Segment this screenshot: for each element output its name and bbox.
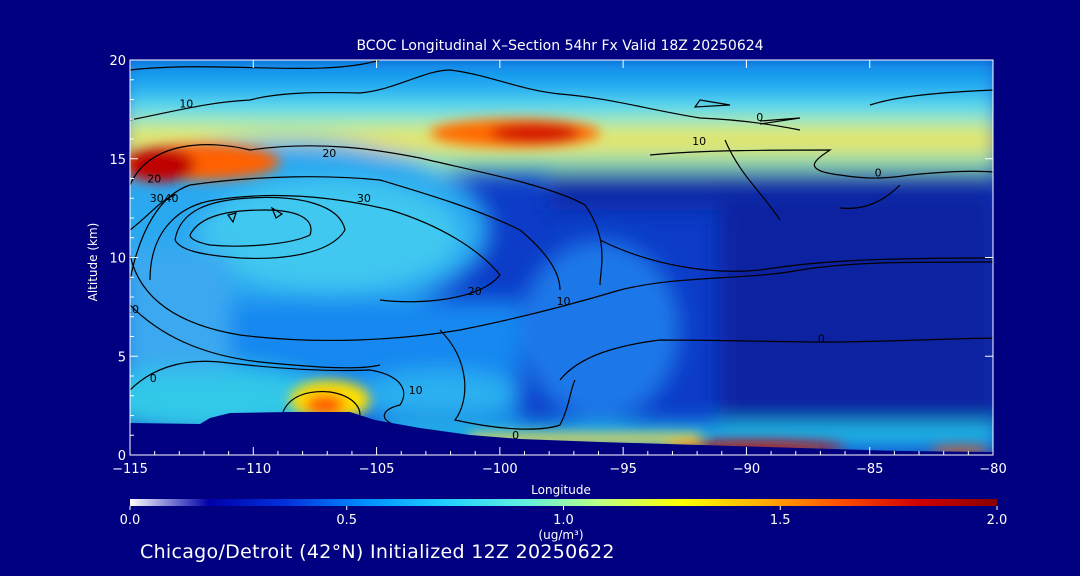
x-tick-label: −80 [979, 462, 1006, 477]
contour-label: 10 [125, 303, 139, 316]
terrain [130, 412, 993, 455]
y-axis-label: Altitude (km) [86, 223, 100, 302]
x-tick-label: −105 [359, 462, 395, 477]
contour-label: 30 [357, 192, 371, 205]
contour-label: 0 [756, 111, 763, 124]
contour-label: 30 [150, 192, 164, 205]
colorbar-ticks: 0.0 0.5 1.0 1.5 2.0 [120, 506, 1008, 528]
x-tick-label: −110 [235, 462, 271, 477]
colorbar [130, 499, 997, 506]
x-axis-label: Longitude [531, 483, 591, 497]
x-tick-label: −115 [112, 462, 148, 477]
y-tick-label: 20 [109, 54, 126, 69]
chart-title: BCOC Longitudinal X–Section 54hr Fx Vali… [356, 38, 763, 54]
colorbar-tick-label: 0.0 [120, 513, 141, 528]
x-tick-label: −100 [482, 462, 518, 477]
contour-label: 0 [512, 429, 519, 442]
y-tick-label: 5 [118, 350, 126, 365]
colorbar-unit-label: (ug/m³) [538, 528, 583, 542]
y-tick-label: 15 [109, 153, 126, 168]
colorbar-tick-label: 1.5 [770, 513, 791, 528]
contour-label: 10 [557, 295, 571, 308]
contour-label: 0 [150, 372, 157, 385]
footer-caption: Chicago/Detroit (42°N) Initialized 12Z 2… [140, 541, 615, 563]
x-axis: −115 −110 −105 −100 −95 −90 −85 −80 [112, 60, 1007, 477]
colorbar-tick-label: 1.0 [553, 513, 574, 528]
x-tick-label: −90 [733, 462, 760, 477]
contour-label: 10 [409, 384, 423, 397]
contour-label: 20 [147, 172, 161, 185]
x-tick-label: −95 [609, 462, 636, 477]
contour-label: 40 [165, 192, 179, 205]
y-tick-label: 0 [118, 449, 126, 464]
x-tick-label: −85 [856, 462, 883, 477]
contour-label: 0 [818, 332, 825, 345]
contour-label: 10 [179, 97, 193, 110]
contour-label: 20 [468, 285, 482, 298]
colorbar-tick-label: 0.5 [336, 513, 357, 528]
colorbar-tick-label: 2.0 [987, 513, 1008, 528]
y-tick-label: 10 [109, 252, 126, 267]
y-axis: 0 5 10 15 20 [109, 54, 993, 464]
contour-label: 10 [692, 135, 706, 148]
contour-label: 20 [322, 147, 336, 160]
contour-label: 0 [875, 167, 882, 180]
